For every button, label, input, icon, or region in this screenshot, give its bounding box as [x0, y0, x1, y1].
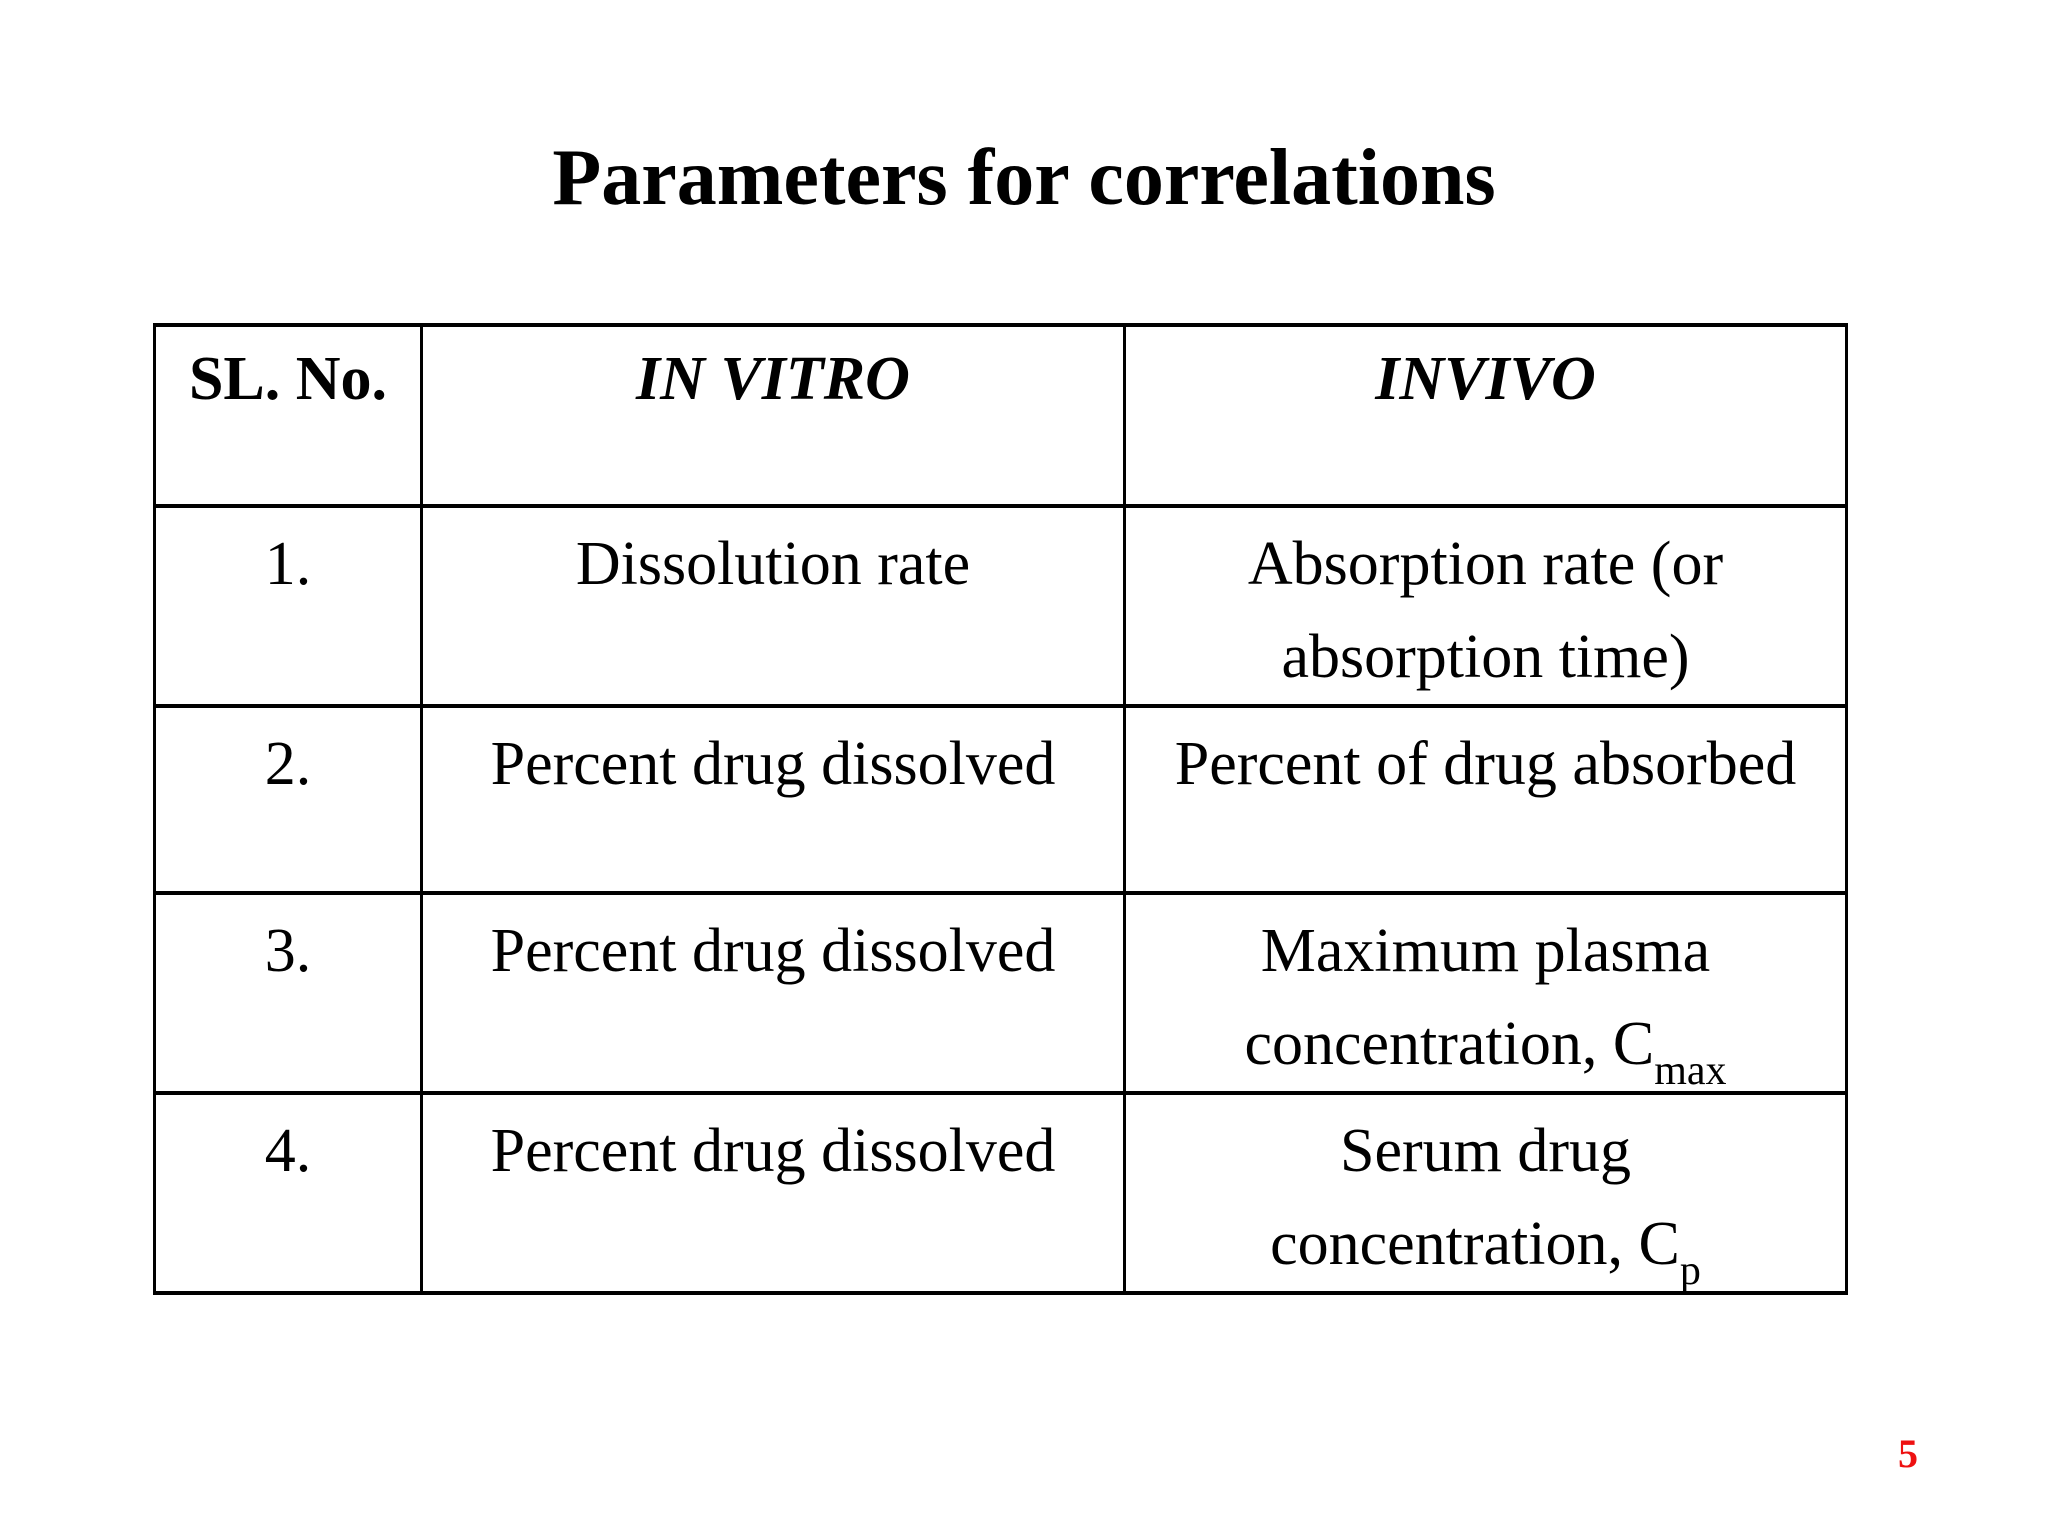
cell-in-vitro: Dissolution rate [420, 504, 1126, 708]
in-vivo-line-2-text: concentration, C [1270, 1210, 1680, 1278]
cell-in-vitro: Percent drug dissolved [420, 704, 1126, 895]
page-number: 5 [1898, 1431, 1918, 1476]
in-vivo-line-1: Absorption rate (or [1247, 530, 1724, 598]
header-cell-in-vivo: INVIVO [1123, 323, 1848, 508]
in-vivo-line-2: concentration, Cp [1130, 1198, 1841, 1293]
in-vivo-line-1: Percent of drug absorbed [1174, 730, 1797, 798]
table-row: 1. Dissolution rate Absorption rate (or … [153, 504, 1848, 708]
table-row: 2. Percent drug dissolved Percent of dru… [153, 704, 1848, 895]
cell-sl-no: 2. [153, 704, 423, 895]
in-vivo-line-2-text: absorption time) [1281, 623, 1690, 691]
parameters-table: SL. No. IN VITRO INVIVO 1. Dissolution r… [153, 323, 1848, 1295]
cell-sl-no: 1. [153, 504, 423, 708]
cell-in-vivo: Percent of drug absorbed [1123, 704, 1848, 895]
in-vivo-line-1: Serum drug [1339, 1117, 1632, 1185]
in-vivo-line-1: Maximum plasma [1260, 917, 1711, 985]
header-cell-sl-no: SL. No. [153, 323, 423, 508]
table-header-row: SL. No. IN VITRO INVIVO [153, 323, 1848, 508]
in-vivo-subscript: p [1679, 1248, 1701, 1293]
cell-sl-no: 4. [153, 1091, 423, 1295]
cell-in-vivo: Serum drug concentration, Cp [1123, 1091, 1848, 1295]
table-row: 4. Percent drug dissolved Serum drug con… [153, 1091, 1848, 1295]
in-vivo-line-2: absorption time) [1130, 611, 1841, 702]
in-vivo-subscript: max [1654, 1048, 1727, 1093]
cell-in-vitro: Percent drug dissolved [420, 1091, 1126, 1295]
cell-in-vivo: Maximum plasma concentration, Cmax [1123, 891, 1848, 1095]
in-vivo-line-2-text: concentration, C [1244, 1010, 1655, 1078]
slide-title: Parameters for correlations [552, 134, 1496, 222]
cell-in-vitro: Percent drug dissolved [420, 891, 1126, 1095]
in-vivo-line-2: concentration, Cmax [1130, 998, 1841, 1093]
header-cell-in-vitro: IN VITRO [420, 323, 1126, 508]
cell-in-vivo: Absorption rate (or absorption time) [1123, 504, 1848, 708]
cell-sl-no: 3. [153, 891, 423, 1095]
table-row: 3. Percent drug dissolved Maximum plasma… [153, 891, 1848, 1095]
